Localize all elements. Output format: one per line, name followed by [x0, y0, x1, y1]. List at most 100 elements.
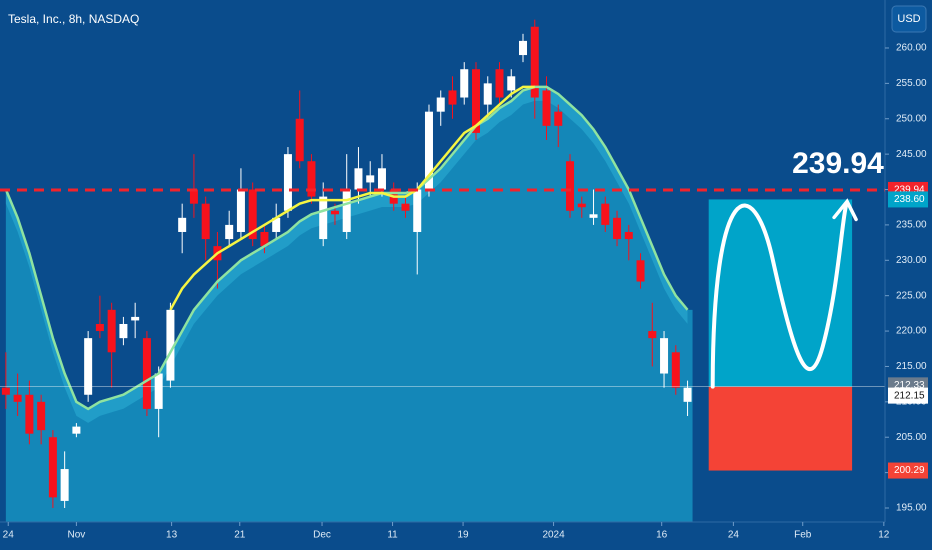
candle-body	[119, 323, 128, 339]
price-tag	[888, 462, 928, 479]
candle-body	[413, 189, 422, 232]
candle-body	[307, 161, 316, 197]
stop-zone	[708, 386, 853, 471]
candle-body	[636, 260, 645, 282]
price-tag-label: 239.94	[894, 185, 925, 196]
price-tag	[888, 387, 928, 404]
candle-body	[189, 189, 198, 204]
price-tag	[888, 191, 928, 208]
candle-body	[142, 338, 151, 409]
y-tick-label: 220.00	[896, 326, 927, 337]
target-label: 239.94	[792, 147, 884, 180]
y-tick-label: 245.00	[896, 149, 927, 160]
wave-drawing	[710, 203, 849, 389]
x-tick-label: 2024	[542, 530, 565, 541]
candle-body	[436, 97, 445, 112]
candle-body	[330, 210, 339, 215]
axes: 195.00200.00205.00210.00215.00220.00225.…	[3, 43, 928, 541]
candle-body	[248, 189, 257, 240]
candle-body	[201, 203, 210, 240]
x-tick-label: Nov	[67, 530, 85, 541]
x-tick-label: 12	[878, 530, 890, 541]
candle-body	[260, 231, 269, 247]
candle-body	[530, 26, 539, 98]
x-tick-label: 16	[656, 530, 668, 541]
y-tick-label: 260.00	[896, 43, 927, 54]
x-tick-label: 11	[387, 530, 398, 541]
candle-body	[48, 437, 57, 498]
candle-body	[342, 189, 351, 232]
x-tick-label: Dec	[313, 530, 331, 541]
candle-body	[25, 394, 34, 434]
candle-body	[589, 214, 598, 218]
y-tick-label: 230.00	[896, 255, 927, 266]
candle-body	[566, 161, 575, 211]
candle-body	[507, 76, 516, 91]
y-tick-label: 255.00	[896, 78, 927, 89]
x-tick-label: 13	[166, 530, 178, 541]
candle-body	[601, 203, 610, 225]
x-tick-label: 21	[234, 530, 246, 541]
price-axis	[885, 0, 932, 550]
candle-body	[295, 118, 304, 162]
y-tick-label: 205.00	[896, 432, 927, 443]
overlay: 239.94	[0, 147, 885, 471]
candle-body	[377, 168, 386, 190]
candle-body	[272, 217, 281, 232]
ma-area	[5, 86, 693, 522]
candle-body	[483, 83, 492, 105]
candle-body	[471, 69, 480, 133]
candle-body	[366, 175, 375, 183]
price-tag-label: 238.60	[894, 194, 925, 205]
y-tick-label: 215.00	[896, 361, 927, 372]
candle-body	[648, 331, 657, 339]
candle-body	[1, 387, 10, 395]
x-tick-label: 24	[728, 530, 740, 541]
candle-body	[319, 196, 328, 240]
candle-body	[37, 401, 46, 431]
candle-body	[519, 40, 528, 56]
candle-body	[178, 217, 187, 232]
candle-body	[236, 189, 245, 232]
chart-title: Tesla, Inc., 8h, NASDAQ	[8, 12, 139, 26]
candle-body	[683, 387, 692, 402]
candle-body	[660, 338, 669, 374]
candle-body	[131, 316, 140, 321]
candle-body	[401, 203, 410, 211]
candle-body	[577, 203, 586, 208]
candle-body	[154, 373, 163, 409]
x-tick-label: 19	[458, 530, 470, 541]
candle-body	[84, 338, 93, 395]
plot-area	[5, 86, 693, 522]
currency-button[interactable]	[891, 5, 927, 33]
candle-body	[95, 323, 104, 332]
candle-body	[613, 217, 622, 240]
marks	[1, 19, 692, 508]
arrow-head	[832, 198, 858, 222]
candle-body	[460, 69, 469, 98]
candle-body	[671, 352, 680, 388]
candle-body	[72, 426, 81, 434]
currency-label[interactable]: USD	[897, 13, 920, 25]
candle-body	[495, 69, 504, 98]
candle-body	[283, 154, 292, 211]
y-tick-label: 195.00	[896, 503, 927, 514]
x-tick-label: Feb	[794, 530, 812, 541]
candle-body	[424, 111, 433, 190]
candle-body	[107, 309, 116, 353]
price-tag-label: 212.33	[894, 380, 925, 391]
y-tick-label: 250.00	[896, 113, 927, 124]
x-tick-label: 24	[3, 530, 15, 541]
price-tag-label: 212.15	[894, 390, 925, 401]
ma-line	[169, 85, 535, 311]
candle-body	[554, 111, 563, 126]
candle-body	[225, 224, 234, 240]
candle-body	[354, 168, 363, 190]
y-tick-label: 225.00	[896, 290, 927, 301]
candle-body	[13, 394, 22, 402]
candle-body	[166, 309, 175, 381]
ma-line	[4, 85, 689, 411]
candle-body	[448, 90, 457, 105]
price-tag-label: 200.29	[894, 465, 925, 476]
